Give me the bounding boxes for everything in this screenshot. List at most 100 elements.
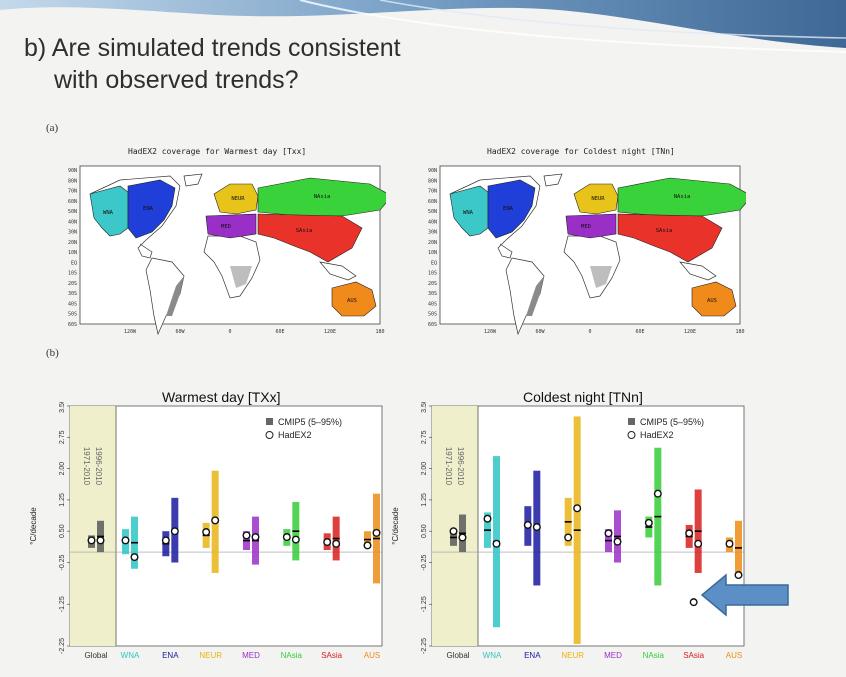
map-lat-label: EQ bbox=[431, 260, 437, 266]
map-lat-label: 60N bbox=[68, 199, 77, 205]
map-region-med bbox=[565, 213, 617, 239]
map-coldest-night: WNA ENA NEUR MED NAsia SAsia AUS 90N 80N 70N 60N 50… bbox=[428, 165, 746, 336]
x-tick-label-aus: AUS bbox=[726, 651, 742, 660]
y-tick-label: 3.50 bbox=[59, 402, 66, 413]
map-lon-label: 180 bbox=[735, 329, 744, 335]
x-tick-label-wna: WNA bbox=[121, 651, 140, 660]
obs-1971-2010-global bbox=[87, 536, 96, 545]
x-tick-label-aus: AUS bbox=[364, 651, 380, 660]
map-lat-label: EQ bbox=[71, 260, 77, 266]
map-region-label: NAsia bbox=[314, 194, 331, 200]
map-region-label: WNA bbox=[463, 210, 474, 216]
obs-1971-2010-med bbox=[242, 531, 251, 540]
y-tick-label: -2.25 bbox=[59, 638, 66, 654]
period-label: 1996-2010 bbox=[94, 447, 103, 486]
map-lat-label: 90N bbox=[428, 168, 437, 174]
period-label: 1971-2010 bbox=[82, 447, 91, 486]
map-lat-label: 20S bbox=[68, 281, 77, 287]
obs-1971-2010-neur bbox=[564, 533, 573, 542]
map-lat-label: 60N bbox=[428, 199, 437, 205]
y-tick-label: 0.50 bbox=[421, 524, 428, 538]
map-lat-label: 90N bbox=[68, 168, 77, 174]
map-lon-label: 60W bbox=[175, 329, 185, 335]
map-lat-label: 60S bbox=[428, 322, 437, 328]
map-lat-label: 30N bbox=[68, 230, 77, 236]
map-region-label: WNA bbox=[103, 210, 114, 216]
obs-1971-2010-neur bbox=[202, 528, 211, 537]
plot-area bbox=[69, 405, 383, 647]
legend-swatch-cmip5 bbox=[628, 418, 635, 425]
map-lat-label: 20N bbox=[428, 240, 437, 246]
obs-1996-2010-global bbox=[96, 536, 105, 545]
map-lon-label: 60E bbox=[275, 329, 284, 335]
x-tick-label-global: Global bbox=[446, 651, 469, 660]
obs-1996-2010-sasia bbox=[332, 539, 341, 548]
x-tick-label-med: MED bbox=[604, 651, 622, 660]
obs-1996-2010-ena bbox=[170, 527, 179, 536]
map-lon-label: 120E bbox=[684, 329, 696, 335]
map-lat-label: 40S bbox=[428, 301, 437, 307]
obs-1996-2010-aus bbox=[372, 528, 381, 537]
map-region-neur bbox=[573, 183, 619, 215]
legend: CMIP5 (5–95%) HadEX2 bbox=[265, 417, 342, 440]
map-lat-label: 30S bbox=[68, 291, 77, 297]
map-lat-label: 10N bbox=[428, 250, 437, 256]
map-region-label: ENA bbox=[503, 206, 514, 212]
map-region-label: MED bbox=[581, 224, 591, 230]
header-wave-decoration bbox=[0, 0, 846, 53]
obs-1971-2010-med bbox=[604, 529, 613, 538]
map-region-med bbox=[205, 213, 257, 239]
x-tick-label-neur: NEUR bbox=[199, 651, 222, 660]
land-outline bbox=[145, 257, 185, 336]
map-region-label: NEUR bbox=[231, 196, 245, 202]
legend-label-hadex2: HadEX2 bbox=[278, 430, 312, 440]
map-lat-label: 70N bbox=[428, 189, 437, 195]
period-label: 1996-2010 bbox=[456, 447, 465, 486]
map-lat-label: 40S bbox=[68, 301, 77, 307]
map-lat-label: 30N bbox=[428, 230, 437, 236]
highlight-arrow-icon bbox=[700, 573, 789, 617]
map-title-warmest-day: HadEX2 coverage for Warmest day [Txx] bbox=[128, 147, 307, 156]
map-lat-label: 40N bbox=[68, 219, 77, 225]
map-region-nasia bbox=[617, 177, 746, 217]
chart-coldest-night: -2.25 -1.25 -0.25 0.50 1.25 2.00 2.75 3.50 °C/de… bbox=[391, 402, 745, 660]
x-tick-label-sasia: SAsia bbox=[321, 651, 342, 660]
panel-a-label: (a) bbox=[46, 122, 59, 134]
obs-1996-2010-ena bbox=[532, 523, 541, 532]
obs-1971-2010-ena bbox=[161, 536, 170, 545]
x-tick-label-ena: ENA bbox=[162, 651, 179, 660]
map-lat-label: 10N bbox=[68, 250, 77, 256]
slide-title: b) Are simulated trends consistent with … bbox=[24, 32, 401, 96]
panel-b-label: (b) bbox=[46, 347, 59, 359]
land-outline bbox=[183, 173, 203, 187]
legend-label-cmip5: CMIP5 (5–95%) bbox=[278, 417, 342, 427]
map-region-sasia bbox=[257, 213, 363, 263]
chart-title-warmest-day: Warmest day [TXx] bbox=[162, 389, 281, 405]
obs-1996-2010-nasia bbox=[291, 535, 300, 544]
map-region-wna bbox=[449, 185, 489, 237]
map-region-aus bbox=[691, 281, 737, 317]
y-axis-label: °C/decade bbox=[29, 507, 38, 545]
map-lat-label: 50S bbox=[68, 312, 77, 318]
slide-title-line-1: b) Are simulated trends consistent bbox=[24, 34, 401, 62]
obs-1996-2010-wna bbox=[492, 539, 501, 548]
map-region-label: NEUR bbox=[591, 196, 605, 202]
obs-1971-2010-sasia bbox=[323, 538, 332, 547]
map-lat-label: 10S bbox=[68, 271, 77, 277]
map-lat-label: 50N bbox=[68, 209, 77, 215]
map-lon-label: 60W bbox=[535, 329, 545, 335]
obs-1996-2010-sasia bbox=[694, 539, 703, 548]
map-lon-label: 60E bbox=[635, 329, 644, 335]
y-tick-label: 3.50 bbox=[421, 402, 428, 413]
obs-1971-2010-wna bbox=[121, 536, 130, 545]
legend-swatch-cmip5 bbox=[266, 418, 273, 425]
highlight-obs-point bbox=[689, 598, 698, 607]
y-tick-label: -2.25 bbox=[421, 638, 428, 654]
grey-coverage bbox=[526, 276, 544, 316]
map-lat-label: 20S bbox=[428, 281, 437, 287]
map-region-label: AUS bbox=[347, 298, 357, 304]
map-lat-label: 30S bbox=[428, 291, 437, 297]
map-region-sasia bbox=[617, 213, 723, 263]
map-warmest-day: WNA ENA NEUR MED NAsia SAsia AUS 90N 80N 70N 60N 50… bbox=[68, 165, 386, 336]
map-region-ena bbox=[487, 179, 536, 239]
